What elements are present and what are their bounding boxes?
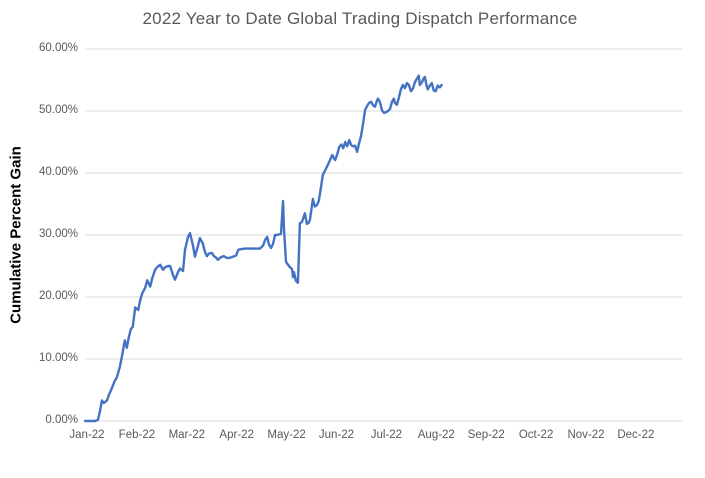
x-tick-label: Jun-22 (318, 429, 355, 441)
x-tick-label: Jan-22 (69, 429, 105, 441)
y-tick-label: 30.00% (38, 228, 78, 240)
y-tick-label: 20.00% (38, 290, 78, 302)
y-tick-label: 10.00% (38, 352, 78, 364)
x-tick-label: Apr-22 (219, 429, 254, 441)
y-tick-label: 0.00% (45, 414, 78, 426)
y-tick-label: 40.00% (38, 166, 78, 178)
x-tick-label: Aug-22 (417, 429, 455, 441)
x-tick-label: Dec-22 (617, 429, 655, 441)
x-tick-label: Feb-22 (118, 429, 156, 441)
x-tick-label: Nov-22 (567, 429, 605, 441)
x-tick-label: May-22 (267, 429, 306, 441)
x-tick-label: Sep-22 (467, 429, 505, 441)
chart-title: 2022 Year to Date Global Trading Dispatc… (142, 9, 578, 28)
performance-line (83, 74, 443, 423)
x-tick-label: Jul-22 (370, 429, 403, 441)
y-tick-label: 50.00% (38, 104, 78, 116)
x-tick-label: Oct-22 (518, 429, 554, 441)
y-tick-label: 60.00% (38, 42, 78, 54)
x-tick-label: Mar-22 (168, 429, 206, 441)
